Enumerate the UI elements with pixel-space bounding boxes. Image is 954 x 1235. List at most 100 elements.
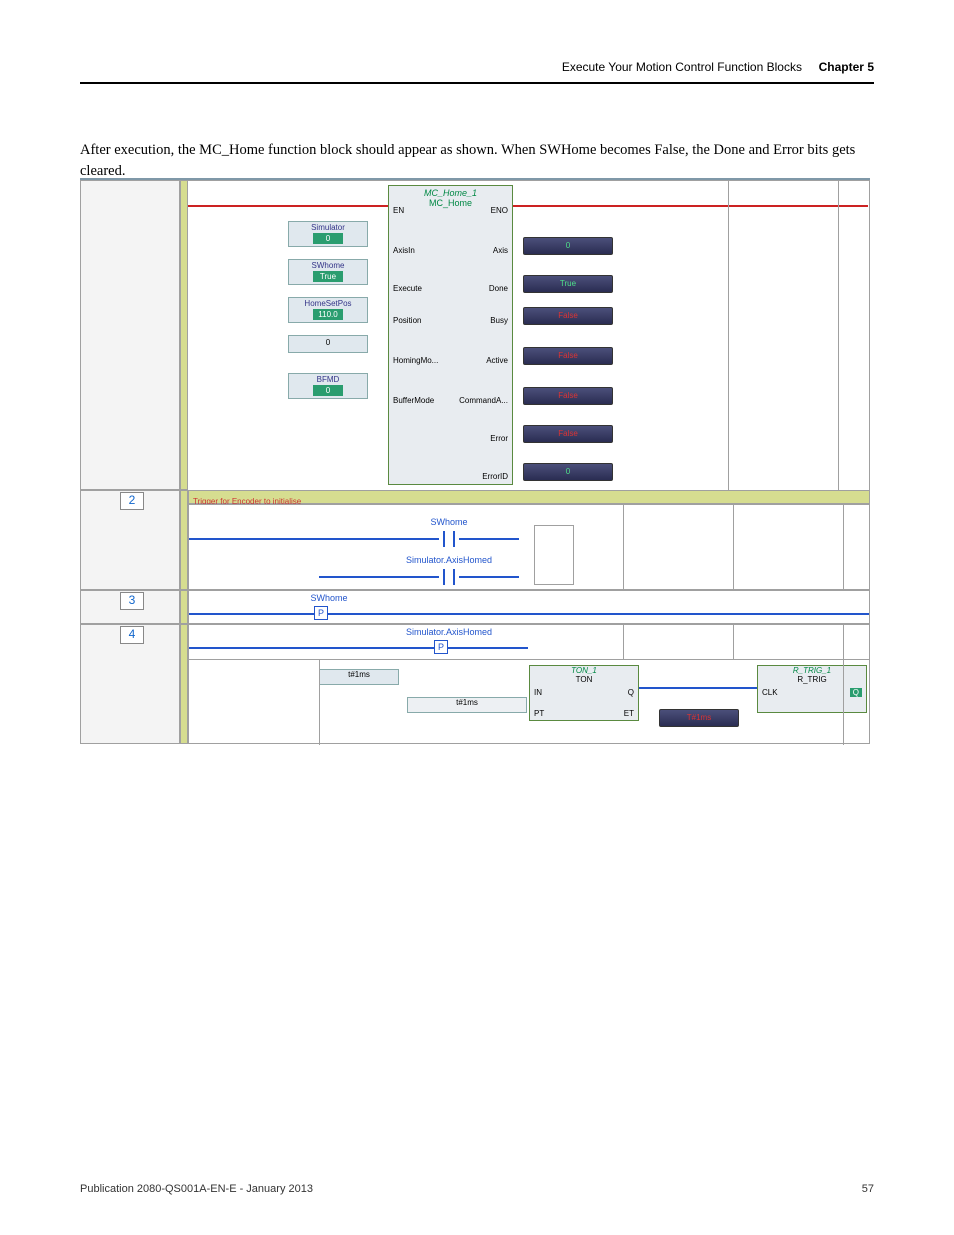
ton-pt: PT [534, 709, 544, 718]
rung4-cell: Simulator.AxisHomed P t#1ms t#1ms TON_1 … [188, 624, 870, 744]
wire-eno [513, 205, 868, 207]
separator [623, 625, 624, 659]
rung4-contact-label: Simulator.AxisHomed [369, 627, 529, 637]
separator [843, 625, 844, 745]
out-error: False [523, 425, 613, 443]
rung3-number: 3 [120, 592, 144, 610]
separator [728, 181, 729, 491]
rung4: 4 Simulator.AxisHomed P t#1ms t#1ms TON_… [80, 624, 870, 744]
pin-busy: Busy [490, 316, 508, 325]
pin-axisin: AxisIn [393, 246, 415, 255]
input-swhome-label: SWhome [289, 260, 367, 270]
ton-q: Q [628, 688, 634, 697]
wire [319, 576, 439, 578]
ton-type: TON [530, 675, 638, 684]
rung2-contact1 [439, 531, 459, 547]
divider [189, 659, 869, 660]
separator [838, 181, 839, 491]
page-footer: Publication 2080-QS001A-EN-E - January 2… [80, 1183, 874, 1195]
mc-home-block: MC_Home_1 MC_Home EN ENO AxisIn Axis Exe… [388, 185, 513, 485]
input-zero: 0 [288, 335, 368, 353]
rung2-number: 2 [120, 492, 144, 510]
pin-errorid: ErrorID [482, 472, 508, 481]
pin-error: Error [490, 434, 508, 443]
separator [319, 659, 320, 745]
wire [189, 647, 434, 649]
pin-axis: Axis [493, 246, 508, 255]
input-zero-value: 0 [313, 337, 343, 348]
pin-en: EN [393, 206, 404, 215]
rtrig-clk: CLK [762, 688, 778, 697]
rung1-content: Simulator 0 SWhome True HomeSetPos 110.0… [188, 180, 870, 490]
rung3-cell: SWhome P [188, 590, 870, 624]
input-swhome: SWhome True [288, 259, 368, 285]
rung2-contact2 [439, 569, 459, 585]
page-number: 57 [862, 1183, 874, 1195]
wire [189, 538, 439, 540]
intro-paragraph: After execution, the MC_Home function bl… [80, 140, 874, 182]
pin-homing: HomingMo... [393, 356, 438, 365]
rung4-rail [180, 624, 188, 744]
breadcrumb: Execute Your Motion Control Function Blo… [562, 60, 802, 74]
ton-instance: TON_1 [530, 666, 638, 675]
wire [448, 647, 528, 649]
pin-active: Active [486, 356, 508, 365]
pin-eno: ENO [491, 206, 508, 215]
rung2-comment-bar: Trigger for Encoder to initialise [188, 490, 870, 504]
rung2-contact1-label: SWhome [389, 517, 509, 527]
pt-label-box: t#1ms [407, 697, 527, 713]
rung2-outbox [534, 525, 574, 585]
out-cmda: False [523, 387, 613, 405]
rtrig-q: Q [850, 688, 862, 697]
rung3: 3 SWhome P [80, 590, 870, 624]
input-homesetpos-value: 110.0 [313, 309, 343, 320]
publication-id: Publication 2080-QS001A-EN-E - January 2… [80, 1183, 313, 1195]
input-simulator: Simulator 0 [288, 221, 368, 247]
separator [869, 181, 870, 491]
wire-en [188, 205, 388, 207]
pin-done: Done [489, 284, 508, 293]
rung4-p-contact: P [434, 640, 448, 654]
rung1-gutter [80, 180, 180, 490]
wire [459, 538, 519, 540]
ton-et: ET [624, 709, 634, 718]
rung2: 2 Trigger for Encoder to initialise SWho… [80, 490, 870, 590]
out-active: False [523, 347, 613, 365]
fb-instance-name: MC_Home_1 [389, 186, 512, 198]
rung3-p-contact: P [314, 606, 328, 620]
ladder-diagram: Simulator 0 SWhome True HomeSetPos 110.0… [80, 178, 870, 758]
input-pt: t#1ms [319, 669, 399, 685]
ton-block: TON_1 TON IN Q PT ET [529, 665, 639, 721]
rtrig-instance: R_TRIG_1 [758, 666, 866, 675]
pt-label: t#1ms [456, 698, 478, 707]
wire [189, 613, 314, 615]
separator [733, 505, 734, 591]
rung1-rail [180, 180, 188, 490]
wire [328, 613, 869, 615]
rung3-rail [180, 590, 188, 624]
rtrig-type: R_TRIG [758, 675, 866, 684]
out-done: True [523, 275, 613, 293]
rung2-contact2-label: Simulator.AxisHomed [369, 555, 529, 565]
separator [733, 625, 734, 659]
rung2-rail [180, 490, 188, 590]
pin-cmda: CommandA... [459, 396, 508, 405]
pin-position: Position [393, 316, 421, 325]
input-simulator-label: Simulator [289, 222, 367, 232]
rung2-cell: SWhome Simulator.AxisHomed [188, 504, 870, 590]
chapter-label: Chapter 5 [819, 60, 874, 74]
ton-in: IN [534, 688, 542, 697]
separator [623, 505, 624, 591]
wire [459, 576, 519, 578]
input-swhome-value: True [313, 271, 343, 282]
separator [843, 505, 844, 591]
pt-value: t#1ms [348, 670, 370, 679]
pin-execute: Execute [393, 284, 422, 293]
header-rule [80, 82, 874, 84]
input-simulator-value: 0 [313, 233, 343, 244]
out-busy: False [523, 307, 613, 325]
input-homesetpos-label: HomeSetPos [289, 298, 367, 308]
input-bfmd: BFMD 0 [288, 373, 368, 399]
input-bfmd-label: BFMD [289, 374, 367, 384]
rung4-number: 4 [120, 626, 144, 644]
